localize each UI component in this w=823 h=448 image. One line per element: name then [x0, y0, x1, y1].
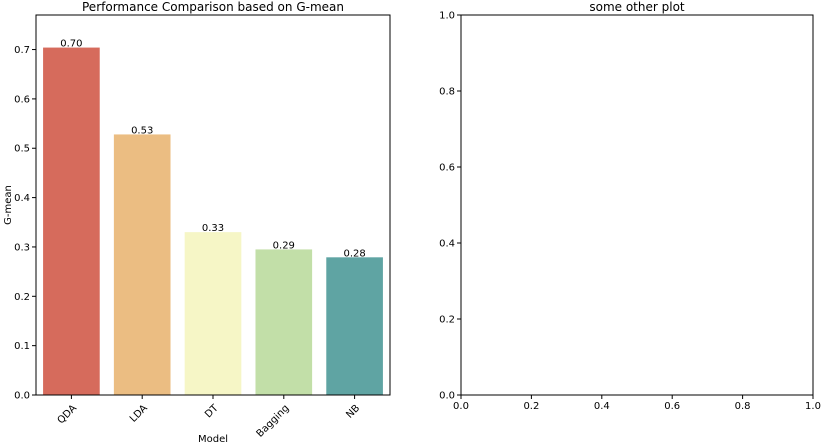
y-tick-label: 0.1 — [14, 341, 30, 352]
y-tick-label: 0.2 — [14, 292, 30, 303]
bar-chart-gmean: Performance Comparison based on G-mean G… — [3, 0, 391, 445]
y-tick-label: 1.0 — [439, 11, 455, 22]
bar-qda — [43, 47, 100, 395]
axis-ticks: 0.0 0.2 0.4 0.6 0.8 1.0 0.0 0.2 0.4 0.6 0.8 1.0 — [439, 11, 821, 413]
x-tick-label: 0.8 — [735, 401, 751, 412]
bar-bagging — [255, 249, 313, 395]
y-tick-label: 0.6 — [439, 163, 455, 174]
bar-series: 0.70 0.53 0.33 0.29 0.28 — [43, 39, 383, 395]
y-tick-label: 0.3 — [14, 242, 30, 253]
chart-title: Performance Comparison based on G-mean — [82, 0, 344, 14]
bar-value-label: 0.33 — [202, 223, 224, 234]
bar-value-label: 0.53 — [131, 125, 153, 136]
bar-nb — [326, 257, 383, 395]
x-tick-label: QDA — [56, 403, 80, 427]
x-tick-label: 0.2 — [523, 401, 539, 412]
y-tick-label: 0.8 — [439, 87, 455, 98]
x-tick-label: 0.0 — [453, 401, 469, 412]
x-axis-label: Model — [198, 434, 228, 445]
x-tick-label: NB — [344, 403, 362, 421]
bar-dt — [184, 232, 242, 395]
bar-value-label: 0.70 — [60, 39, 82, 50]
y-tick-label: 0.7 — [14, 45, 30, 56]
bar-value-label: 0.29 — [273, 240, 295, 251]
x-tick-label: LDA — [128, 403, 150, 425]
chart-title: some other plot — [589, 0, 685, 14]
x-tick-label: 1.0 — [805, 401, 821, 412]
y-tick-label: 0.0 — [14, 391, 30, 402]
x-tick-label: DT — [203, 402, 221, 420]
plot-area-frame — [35, 14, 391, 396]
y-axis-label: G-mean — [3, 185, 14, 225]
y-tick-label: 0.2 — [439, 315, 455, 326]
bar-value-label: 0.28 — [343, 248, 365, 259]
y-tick-label: 0.0 — [439, 391, 455, 402]
y-tick-label: 0.4 — [14, 193, 30, 204]
empty-plot: some other plot 0.0 0.2 0.4 0.6 0.8 1.0 0.0 0.2… — [439, 0, 821, 412]
bar-lda — [113, 134, 171, 395]
y-tick-label: 0.4 — [439, 239, 455, 250]
x-tick-label: 0.4 — [594, 401, 610, 412]
y-tick-label: 0.5 — [14, 144, 30, 155]
x-tick-label: Bagging — [255, 403, 292, 440]
x-tick-label: 0.6 — [664, 401, 680, 412]
y-tick-label: 0.6 — [14, 94, 30, 105]
plot-area-frame — [460, 14, 814, 396]
